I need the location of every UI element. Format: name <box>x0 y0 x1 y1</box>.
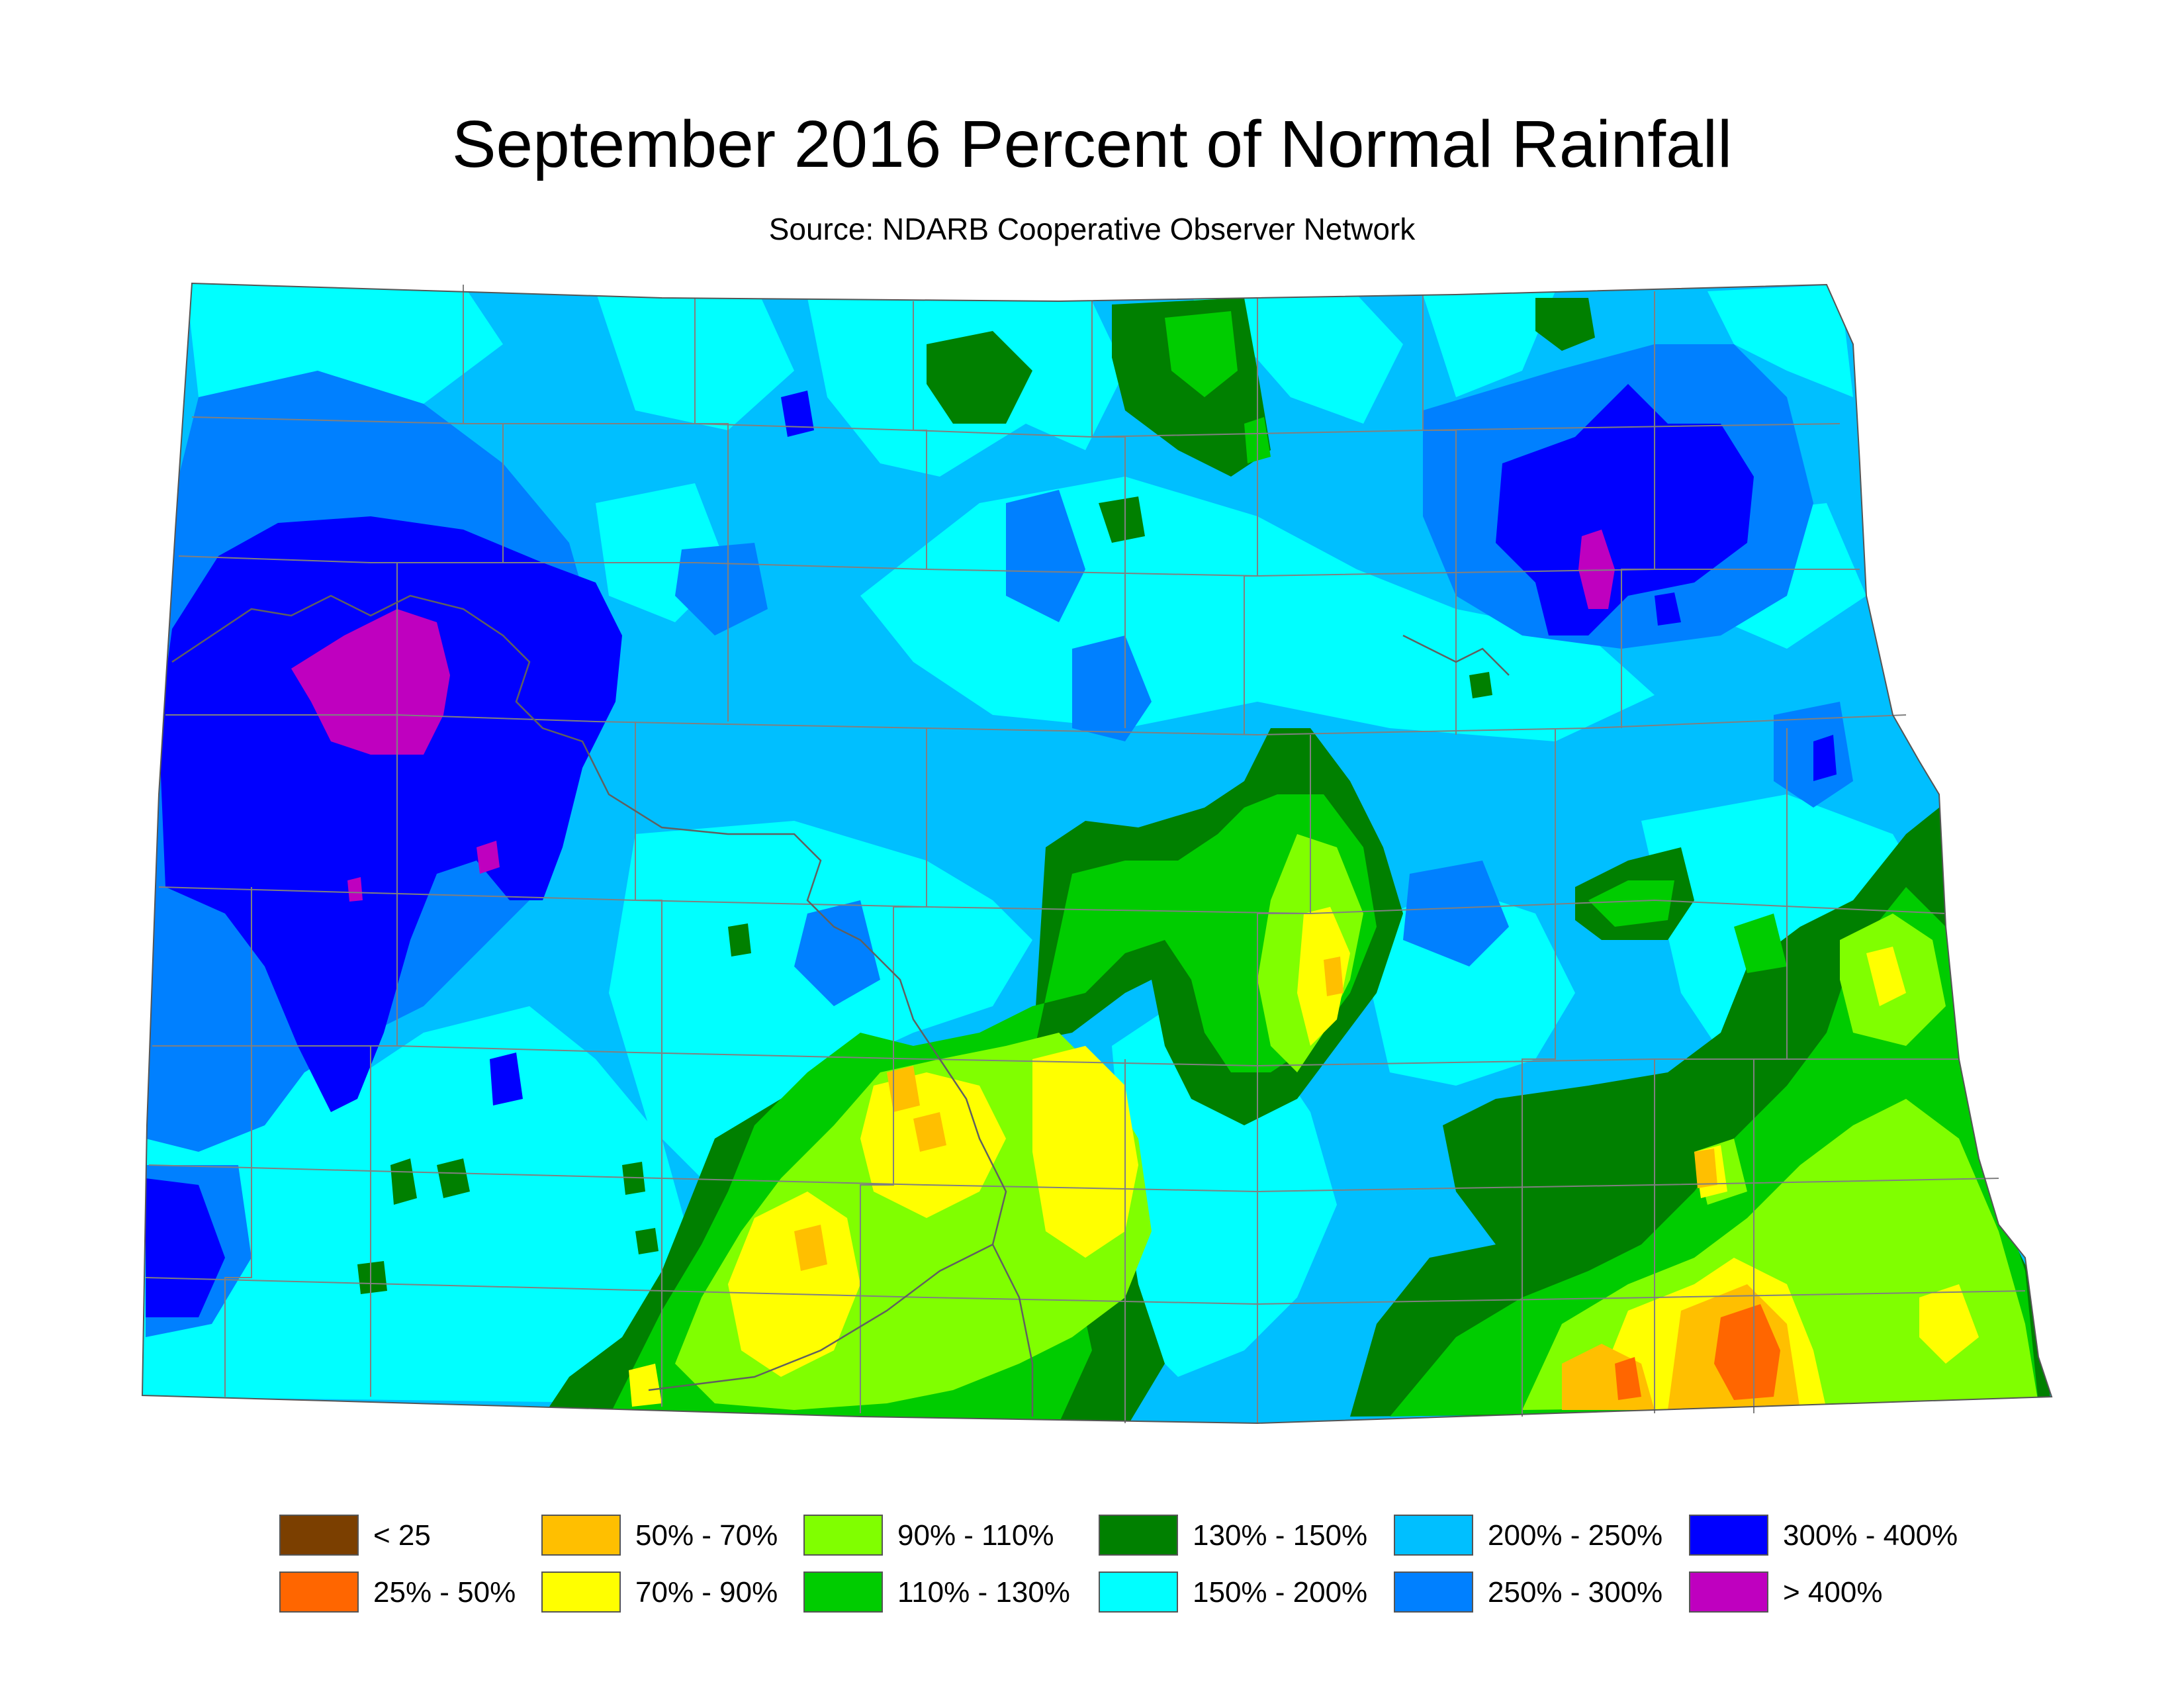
rivers <box>171 594 1510 1417</box>
rainfall-surface <box>142 283 2052 1423</box>
map-title: September 2016 Percent of Normal Rainfal… <box>451 107 1733 181</box>
state-outline <box>141 282 2053 1425</box>
county-boundaries <box>145 285 2026 1423</box>
map-subtitle: Source: NDARB Cooperative Observer Netwo… <box>768 212 1416 246</box>
